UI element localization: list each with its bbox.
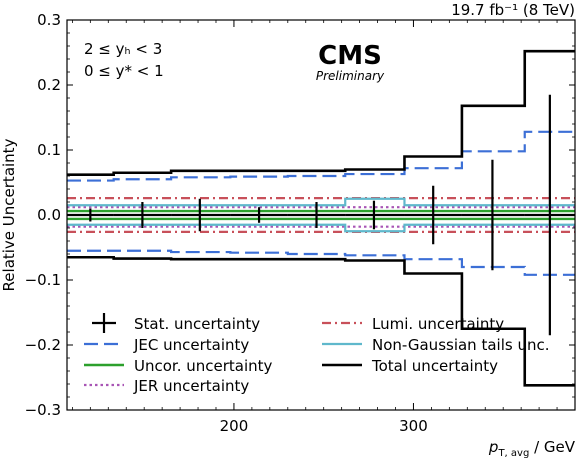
y-tick-label: −0.2 — [25, 336, 61, 354]
x-axis-label-main: p — [488, 438, 499, 456]
y-axis-ticks: −0.3 −0.2 −0.1 0.0 0.1 0.2 0.3 — [25, 11, 575, 419]
x-tick-label: 300 — [399, 417, 428, 435]
legend-item-jer: JER uncertainty — [84, 377, 249, 395]
range-label-yb: 2 ≤ yₕ < 3 — [84, 40, 162, 58]
lumi-energy-label: 19.7 fb⁻¹ (8 TeV) — [451, 1, 575, 19]
legend-label: Lumi. uncertainty — [372, 315, 504, 333]
legend-label: JER uncertainty — [133, 377, 249, 395]
y-tick-label: 0.2 — [37, 76, 61, 94]
legend-label: Non-Gaussian tails unc. — [372, 336, 549, 354]
range-label-ystar: 0 ≤ y* < 1 — [84, 62, 164, 80]
y-tick-label: 0.0 — [37, 206, 61, 224]
legend-item-total: Total uncertainty — [322, 357, 498, 375]
x-axis-label: pT, avg / GeV — [488, 438, 576, 459]
legend: Stat. uncertainty JEC uncertainty Uncor. u… — [84, 313, 549, 395]
legend-label: Uncor. uncertainty — [134, 357, 273, 375]
legend-label: Total uncertainty — [371, 357, 498, 375]
x-tick-label: 200 — [220, 417, 249, 435]
x-axis-label-unit: / GeV — [529, 438, 575, 456]
legend-label: Stat. uncertainty — [134, 315, 260, 333]
legend-item-jec: JEC uncertainty — [84, 336, 249, 354]
x-axis-label-sub: T, avg — [497, 448, 529, 459]
y-tick-label: 0.3 — [37, 11, 61, 29]
legend-label: JEC uncertainty — [133, 336, 249, 354]
legend-item-ng: Non-Gaussian tails unc. — [322, 336, 549, 354]
series-total-down — [67, 255, 575, 387]
series-ng-down — [67, 223, 575, 233]
legend-item-lumi: Lumi. uncertainty — [322, 315, 504, 333]
y-tick-label: −0.1 — [25, 271, 61, 289]
series-ng-up — [67, 197, 575, 207]
y-tick-label: −0.3 — [25, 401, 61, 419]
series-jec-down — [67, 249, 575, 276]
x-axis-ticks: 200 300 — [71, 20, 576, 435]
legend-item-stat: Stat. uncertainty — [92, 313, 260, 333]
y-tick-label: 0.1 — [37, 141, 61, 159]
series-total-up — [67, 49, 575, 176]
series-layer — [67, 49, 575, 387]
preliminary-label: Preliminary — [316, 69, 385, 83]
legend-item-uncor: Uncor. uncertainty — [84, 357, 273, 375]
cms-label: CMS — [318, 41, 382, 71]
y-axis-label: Relative Uncertainty — [0, 138, 18, 291]
